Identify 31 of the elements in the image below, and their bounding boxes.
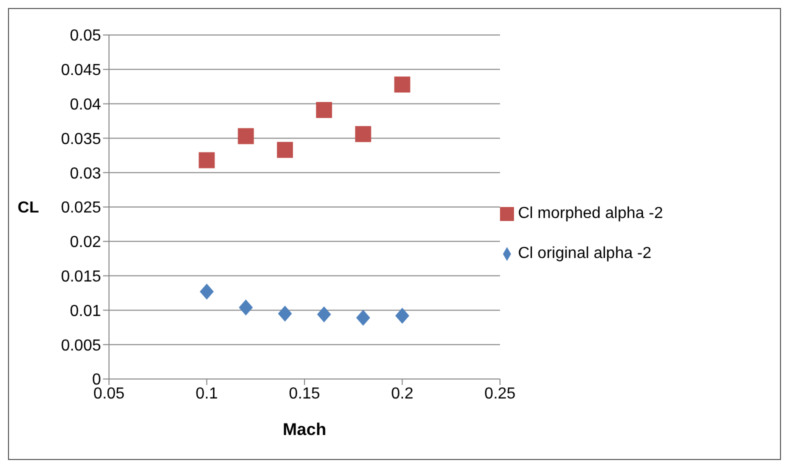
point <box>198 152 215 168</box>
y-tick-label: 0.005 <box>60 337 102 354</box>
x-tick-label: 0.05 <box>93 385 125 402</box>
x-axis-title: Mach <box>282 420 326 439</box>
point <box>355 126 372 142</box>
point <box>238 299 253 316</box>
y-tick-label: 0.03 <box>70 165 102 182</box>
point <box>276 142 293 158</box>
y-tick-label: 0.02 <box>70 234 102 252</box>
point <box>317 306 332 322</box>
point <box>394 76 410 93</box>
legend-label: Cl original alpha -2 <box>518 245 652 262</box>
y-tick-label: 0.01 <box>70 302 102 320</box>
point <box>238 128 254 144</box>
y-tick-label: 0.025 <box>60 200 102 217</box>
point <box>356 310 370 326</box>
y-axis-title: CL <box>18 200 40 217</box>
y-tick-label: 0.035 <box>60 130 102 148</box>
y-tick-label: 0.05 <box>70 28 102 45</box>
point <box>395 308 410 324</box>
point <box>278 306 292 322</box>
y-tick-label: 0.015 <box>60 268 102 286</box>
point <box>200 284 214 300</box>
x-tick-label: 0.1 <box>196 385 218 402</box>
x-tick-label: 0.15 <box>288 385 320 402</box>
legend-label: Cl morphed alpha -2 <box>518 205 663 222</box>
x-tick-label: 0.25 <box>484 385 516 402</box>
y-tick-label: 0.045 <box>60 62 102 80</box>
x-tick-label: 0.2 <box>391 385 414 402</box>
point <box>316 102 332 118</box>
y-tick-label: 0.04 <box>70 96 102 114</box>
